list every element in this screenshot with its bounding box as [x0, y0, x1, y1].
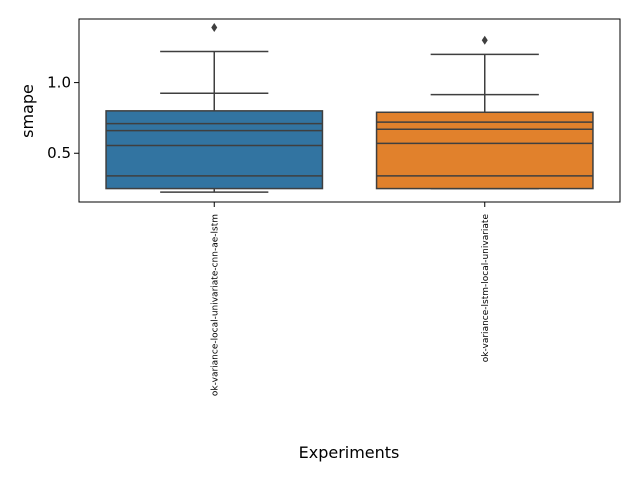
y-ticks: 0.5 1.0 — [47, 74, 79, 162]
box-group — [375, 35, 594, 190]
box-body — [375, 111, 594, 190]
y-axis-label: smape — [18, 84, 37, 138]
axes-frame — [78, 18, 621, 203]
box-body — [105, 110, 324, 190]
x-tick-label: ok-variance-local-univariate-cnn-ae-lstm — [210, 214, 220, 396]
box-group — [105, 22, 324, 193]
outlier-marker — [211, 22, 218, 32]
y-tick-label: 0.5 — [47, 144, 71, 162]
outlier-marker — [481, 35, 488, 45]
y-tick-label: 1.0 — [47, 74, 71, 92]
x-ticks: ok-variance-local-univariate-cnn-ae-lstm… — [210, 202, 491, 396]
x-tick-label: ok-variance-lstm-local-univariate — [481, 214, 491, 363]
boxes-layer — [105, 22, 594, 193]
x-axis-label: Experiments — [299, 443, 400, 462]
